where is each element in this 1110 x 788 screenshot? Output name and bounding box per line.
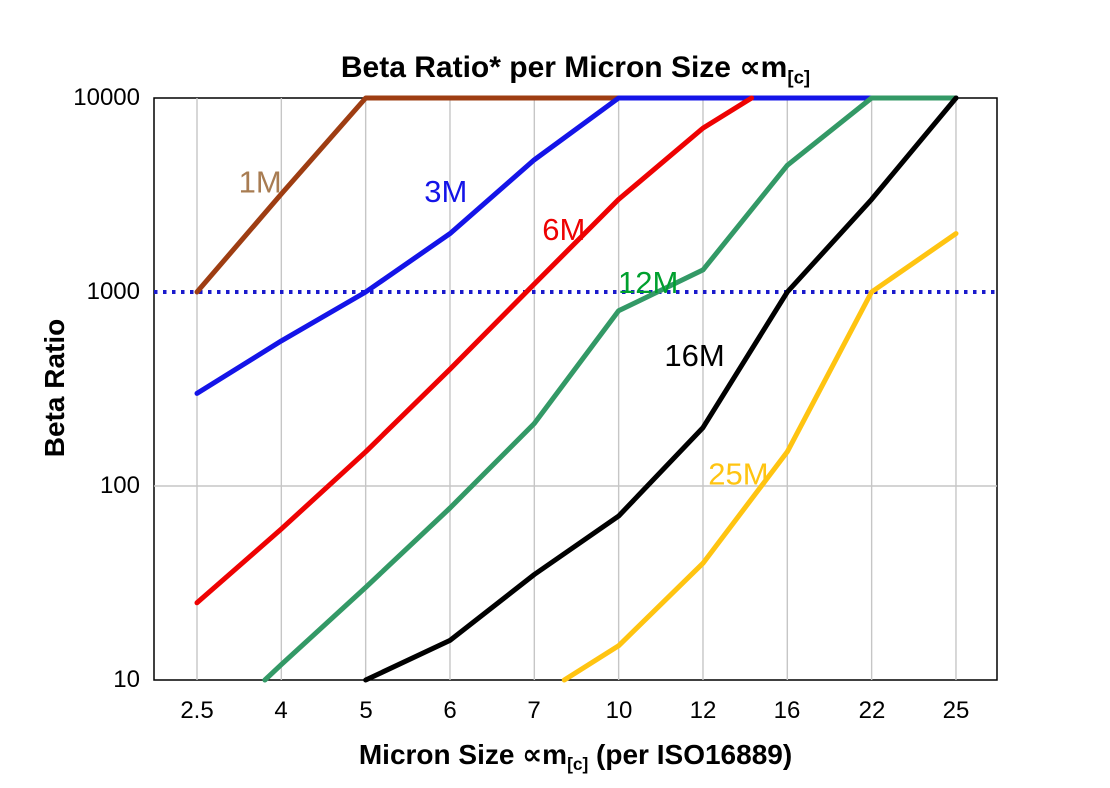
y-axis-title: Beta Ratio [39,318,70,458]
series-label-25m: 25M [708,457,768,492]
series-label-3m: 3M [424,174,467,209]
y-tick-label: 100 [99,472,140,499]
x-tick-label: 25 [942,697,970,724]
x-tick-label: 2.5 [180,697,214,724]
series-label-6m: 6M [542,212,585,247]
micron-subscript: [c] [567,754,589,775]
series-line-3m [194,95,959,396]
micron-symbol: ∝m [739,51,788,84]
x-axis-title-text: Micron Size [358,739,523,770]
x-axis-title-suffix: (per ISO16889) [588,739,793,770]
x-tick-label: 10 [605,697,633,724]
x-axis-title: Micron Size ∝m[c] (per ISO16889) [154,738,997,775]
series-line-12m [262,95,959,683]
x-tick-label: 6 [443,697,457,724]
series-label-16m: 16M [664,338,724,373]
series-line-16m [363,95,959,683]
chart-title-text: Beta Ratio* per Micron Size [340,51,740,84]
y-tick-label: 10000 [73,84,140,111]
series-line-25m [561,231,959,683]
x-tick-label: 5 [359,697,373,724]
x-tick-label: 4 [274,697,288,724]
series-line-6m [194,95,755,606]
y-tick-label: 1000 [86,278,140,305]
x-tick-label: 7 [527,697,541,724]
series-label-1m: 1M [239,164,282,199]
chart-title: Beta Ratio* per Micron Size ∝m[c] [154,50,997,89]
series-label-12m: 12M [618,265,678,300]
x-tick-label: 22 [858,697,886,724]
micron-symbol: ∝m [522,739,568,770]
y-tick-label: 10 [113,666,140,693]
x-tick-label: 16 [773,697,801,724]
micron-subscript: [c] [787,66,811,88]
x-tick-label: 12 [689,697,717,724]
